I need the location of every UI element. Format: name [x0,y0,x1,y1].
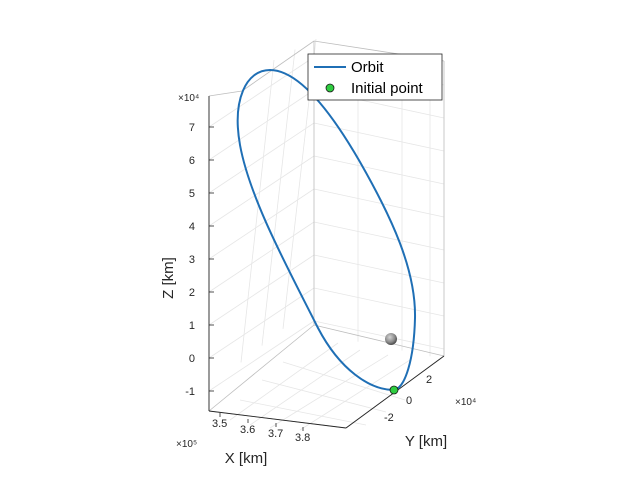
box-edge [313,324,445,357]
z-tick-label: 5 [189,188,195,200]
grid-line [299,359,411,431]
y-tick-label: 2 [426,374,432,386]
z-exponent-label: ×10⁴ [178,93,199,104]
z-tick-label: 7 [189,122,195,134]
axes-box [208,40,445,429]
x-tick-label: 3.6 [240,424,255,436]
grid-line [240,59,275,363]
x-exponent-label: ×10⁵ [176,439,197,450]
box-edge [208,324,315,412]
z-tick-label: 0 [189,353,195,365]
orbit-series-line [236,68,417,392]
x-axis-label: X [km] [225,450,268,467]
grid-line [229,342,339,421]
y-tick-label: -2 [384,412,394,424]
moon-sphere [385,333,397,345]
grid-line [261,49,296,346]
x-tick-label: 3.7 [268,428,283,440]
grid-line [239,399,367,426]
z-tick-label: 1 [189,320,195,332]
grid-line [261,379,387,413]
grid-line [313,254,445,284]
grid-line [282,361,406,401]
legend-initial-point-swatch [325,83,335,93]
initial-point-marker [389,385,399,395]
grid-line [313,155,445,185]
grid-line [249,349,361,426]
z-tick-labels: -1 0 1 2 3 4 5 6 7 [185,122,214,398]
box-edge [208,90,243,97]
x-tick-labels: 3.5 3.6 3.7 3.8 [212,413,310,444]
box-edge [241,40,315,92]
y-axis-label: Y [km] [405,433,447,450]
z-tick-label: 6 [189,155,195,167]
grid-line [208,254,315,326]
x-tick-label: 3.8 [295,432,310,444]
grid-line [208,56,315,128]
y-tick-label: 0 [406,395,412,407]
z-tick-label: 4 [189,221,195,233]
z-axis-label: Z [km] [160,257,177,299]
legend-orbit-label: Orbit [351,59,384,76]
legend: Orbit Initial point [307,53,443,101]
z-tick-label: 2 [189,287,195,299]
grid-line [313,188,445,218]
z-tick-label: -1 [185,386,195,398]
legend-initial-point-label: Initial point [351,80,424,97]
grid-line [208,287,315,359]
grid-line [208,89,315,161]
grid-line [313,122,445,152]
grid-line [313,320,445,350]
z-tick-label: 3 [189,254,195,266]
y-tick-labels: -2 0 2 [384,374,432,424]
grid-line [208,221,315,293]
y-exponent-label: ×10⁴ [455,397,476,408]
grid-line [208,155,315,227]
x-axis-line [208,410,347,429]
grid-line [313,221,445,251]
grid-line [208,320,315,392]
x-tick-label: 3.5 [212,418,227,430]
grid-line [313,287,445,317]
grid-line [269,354,389,429]
grid-line [208,122,315,194]
grid-line [208,188,315,260]
